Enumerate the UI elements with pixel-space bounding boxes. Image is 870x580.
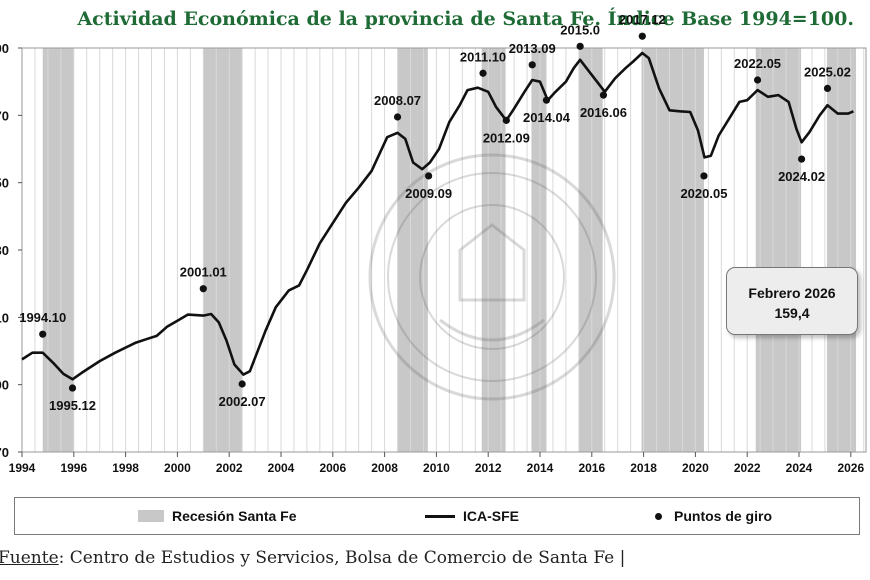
recession-band xyxy=(203,48,243,452)
turning-point xyxy=(68,384,77,392)
x-tick-label: 1996 xyxy=(60,461,87,475)
x-tick-label: 2020 xyxy=(682,461,709,475)
source-text: : Centro de Estudios y Servicios, Bolsa … xyxy=(58,548,626,568)
turning-point-label: 2001.01 xyxy=(180,265,227,280)
x-tick-label: 2024 xyxy=(786,461,813,475)
turning-point-label: 2022.05 xyxy=(734,56,781,71)
chart-title: Actividad Económica de la provincia de S… xyxy=(77,8,854,30)
turning-point xyxy=(638,32,646,40)
turning-point-label: 2009.09 xyxy=(405,186,452,201)
dot-swatch xyxy=(655,512,662,520)
turning-point-label: 2012.09 xyxy=(483,130,530,145)
x-tick-label: 2012 xyxy=(475,461,502,475)
y-tick-label: 90 xyxy=(0,378,9,393)
recession-band xyxy=(531,48,547,452)
turning-point xyxy=(542,96,551,104)
legend: Recesión Santa Fe ICA-SFE Puntos de giro xyxy=(14,497,860,535)
chart-plot: 1994 1996 1998 2000 2002 2004 2006 2008 2010 2012… xyxy=(0,12,867,475)
x-tick-label: 2022 xyxy=(734,461,761,475)
recession-swatch xyxy=(138,510,164,522)
y-tick-label: 170 xyxy=(0,108,9,123)
recession-band xyxy=(641,48,704,452)
legend-label-recession: Recesión Santa Fe xyxy=(172,508,297,524)
y-tick-label: 150 xyxy=(0,176,9,191)
x-tick-label: 2010 xyxy=(423,461,450,475)
turning-point xyxy=(39,330,47,338)
turning-point xyxy=(199,285,207,293)
y-tick-label: 190 xyxy=(0,41,9,56)
x-tick-label: 2018 xyxy=(630,461,657,475)
turning-point xyxy=(753,76,762,84)
recession-band xyxy=(42,48,74,452)
recession-band xyxy=(755,48,802,452)
turning-point xyxy=(528,61,536,69)
turning-point xyxy=(502,116,510,124)
series-line-ica-sfe xyxy=(21,51,854,381)
turning-point-label: 1995.12 xyxy=(49,398,96,413)
y-tick-label: 110 xyxy=(0,310,9,325)
turning-point xyxy=(823,84,832,92)
source-note: Fuente: Centro de Estudios y Servicios, … xyxy=(0,548,625,568)
callout-date: Febrero 2026 xyxy=(748,285,836,301)
turning-point-label: 2025.02 xyxy=(804,64,851,79)
turning-point-label: 2002.07 xyxy=(219,394,266,409)
recession-band xyxy=(481,48,506,452)
turning-point xyxy=(599,91,608,99)
y-tick-label: 130 xyxy=(0,243,9,258)
turning-point xyxy=(393,113,402,121)
turning-point-label: 2011.10 xyxy=(460,49,506,64)
turning-point-label: 2024.02 xyxy=(778,169,825,184)
turning-point xyxy=(479,69,487,77)
turning-point-label: 2015.0 xyxy=(560,22,600,37)
turning-point-label: 2020.05 xyxy=(680,186,727,201)
x-tick-label: 2006 xyxy=(319,461,346,475)
turning-point-label: 2013.09 xyxy=(509,41,556,56)
x-tick-label: 2014 xyxy=(527,461,554,475)
turning-point xyxy=(576,42,584,50)
legend-label-series: ICA-SFE xyxy=(463,508,519,524)
line-swatch xyxy=(425,514,455,518)
x-tick-label: 2008 xyxy=(371,461,398,475)
turning-point-label: 2017.12 xyxy=(619,12,666,27)
watermark-seal xyxy=(368,153,616,401)
axes: 1994 1996 1998 2000 2002 2004 2006 2008 2010 2012… xyxy=(0,41,867,475)
x-tick-label: 1998 xyxy=(112,461,139,475)
series-lines xyxy=(21,51,854,381)
legend-item-recession: Recesión Santa Fe xyxy=(138,508,297,524)
turning-point-label: 2016.06 xyxy=(580,105,627,120)
recession-band xyxy=(397,48,428,452)
legend-label-points: Puntos de giro xyxy=(674,508,772,524)
grid-lines xyxy=(34,48,865,452)
x-tick-label: 2016 xyxy=(578,461,605,475)
turning-point xyxy=(238,380,246,388)
callout-value: 159,4 xyxy=(774,305,810,321)
plot-frame xyxy=(21,47,867,453)
turning-point-label: 2014.04 xyxy=(523,110,571,125)
latest-value-callout: Febrero 2026 159,4 xyxy=(726,267,858,335)
x-tick-label: 2026 xyxy=(837,461,864,475)
x-tick-label: 2002 xyxy=(216,461,243,475)
recession-band xyxy=(578,48,603,452)
turning-point xyxy=(700,172,708,180)
x-tick-label: 2004 xyxy=(268,461,295,475)
turning-points: 1994.10 1995.12 2001.01 2002.07 2008.07 2009.… xyxy=(19,12,851,413)
y-tick-label: 70 xyxy=(0,445,9,460)
turning-point xyxy=(425,172,433,180)
turning-point-label: 1994.10 xyxy=(19,310,66,325)
legend-item-points: Puntos de giro xyxy=(655,508,772,524)
turning-point xyxy=(797,155,806,163)
x-tick-label: 2000 xyxy=(164,461,191,475)
turning-point-label: 2008.07 xyxy=(374,93,421,108)
legend-item-series: ICA-SFE xyxy=(425,508,519,524)
source-label: Fuente xyxy=(0,548,59,568)
x-tick-label: 1994 xyxy=(9,461,36,475)
